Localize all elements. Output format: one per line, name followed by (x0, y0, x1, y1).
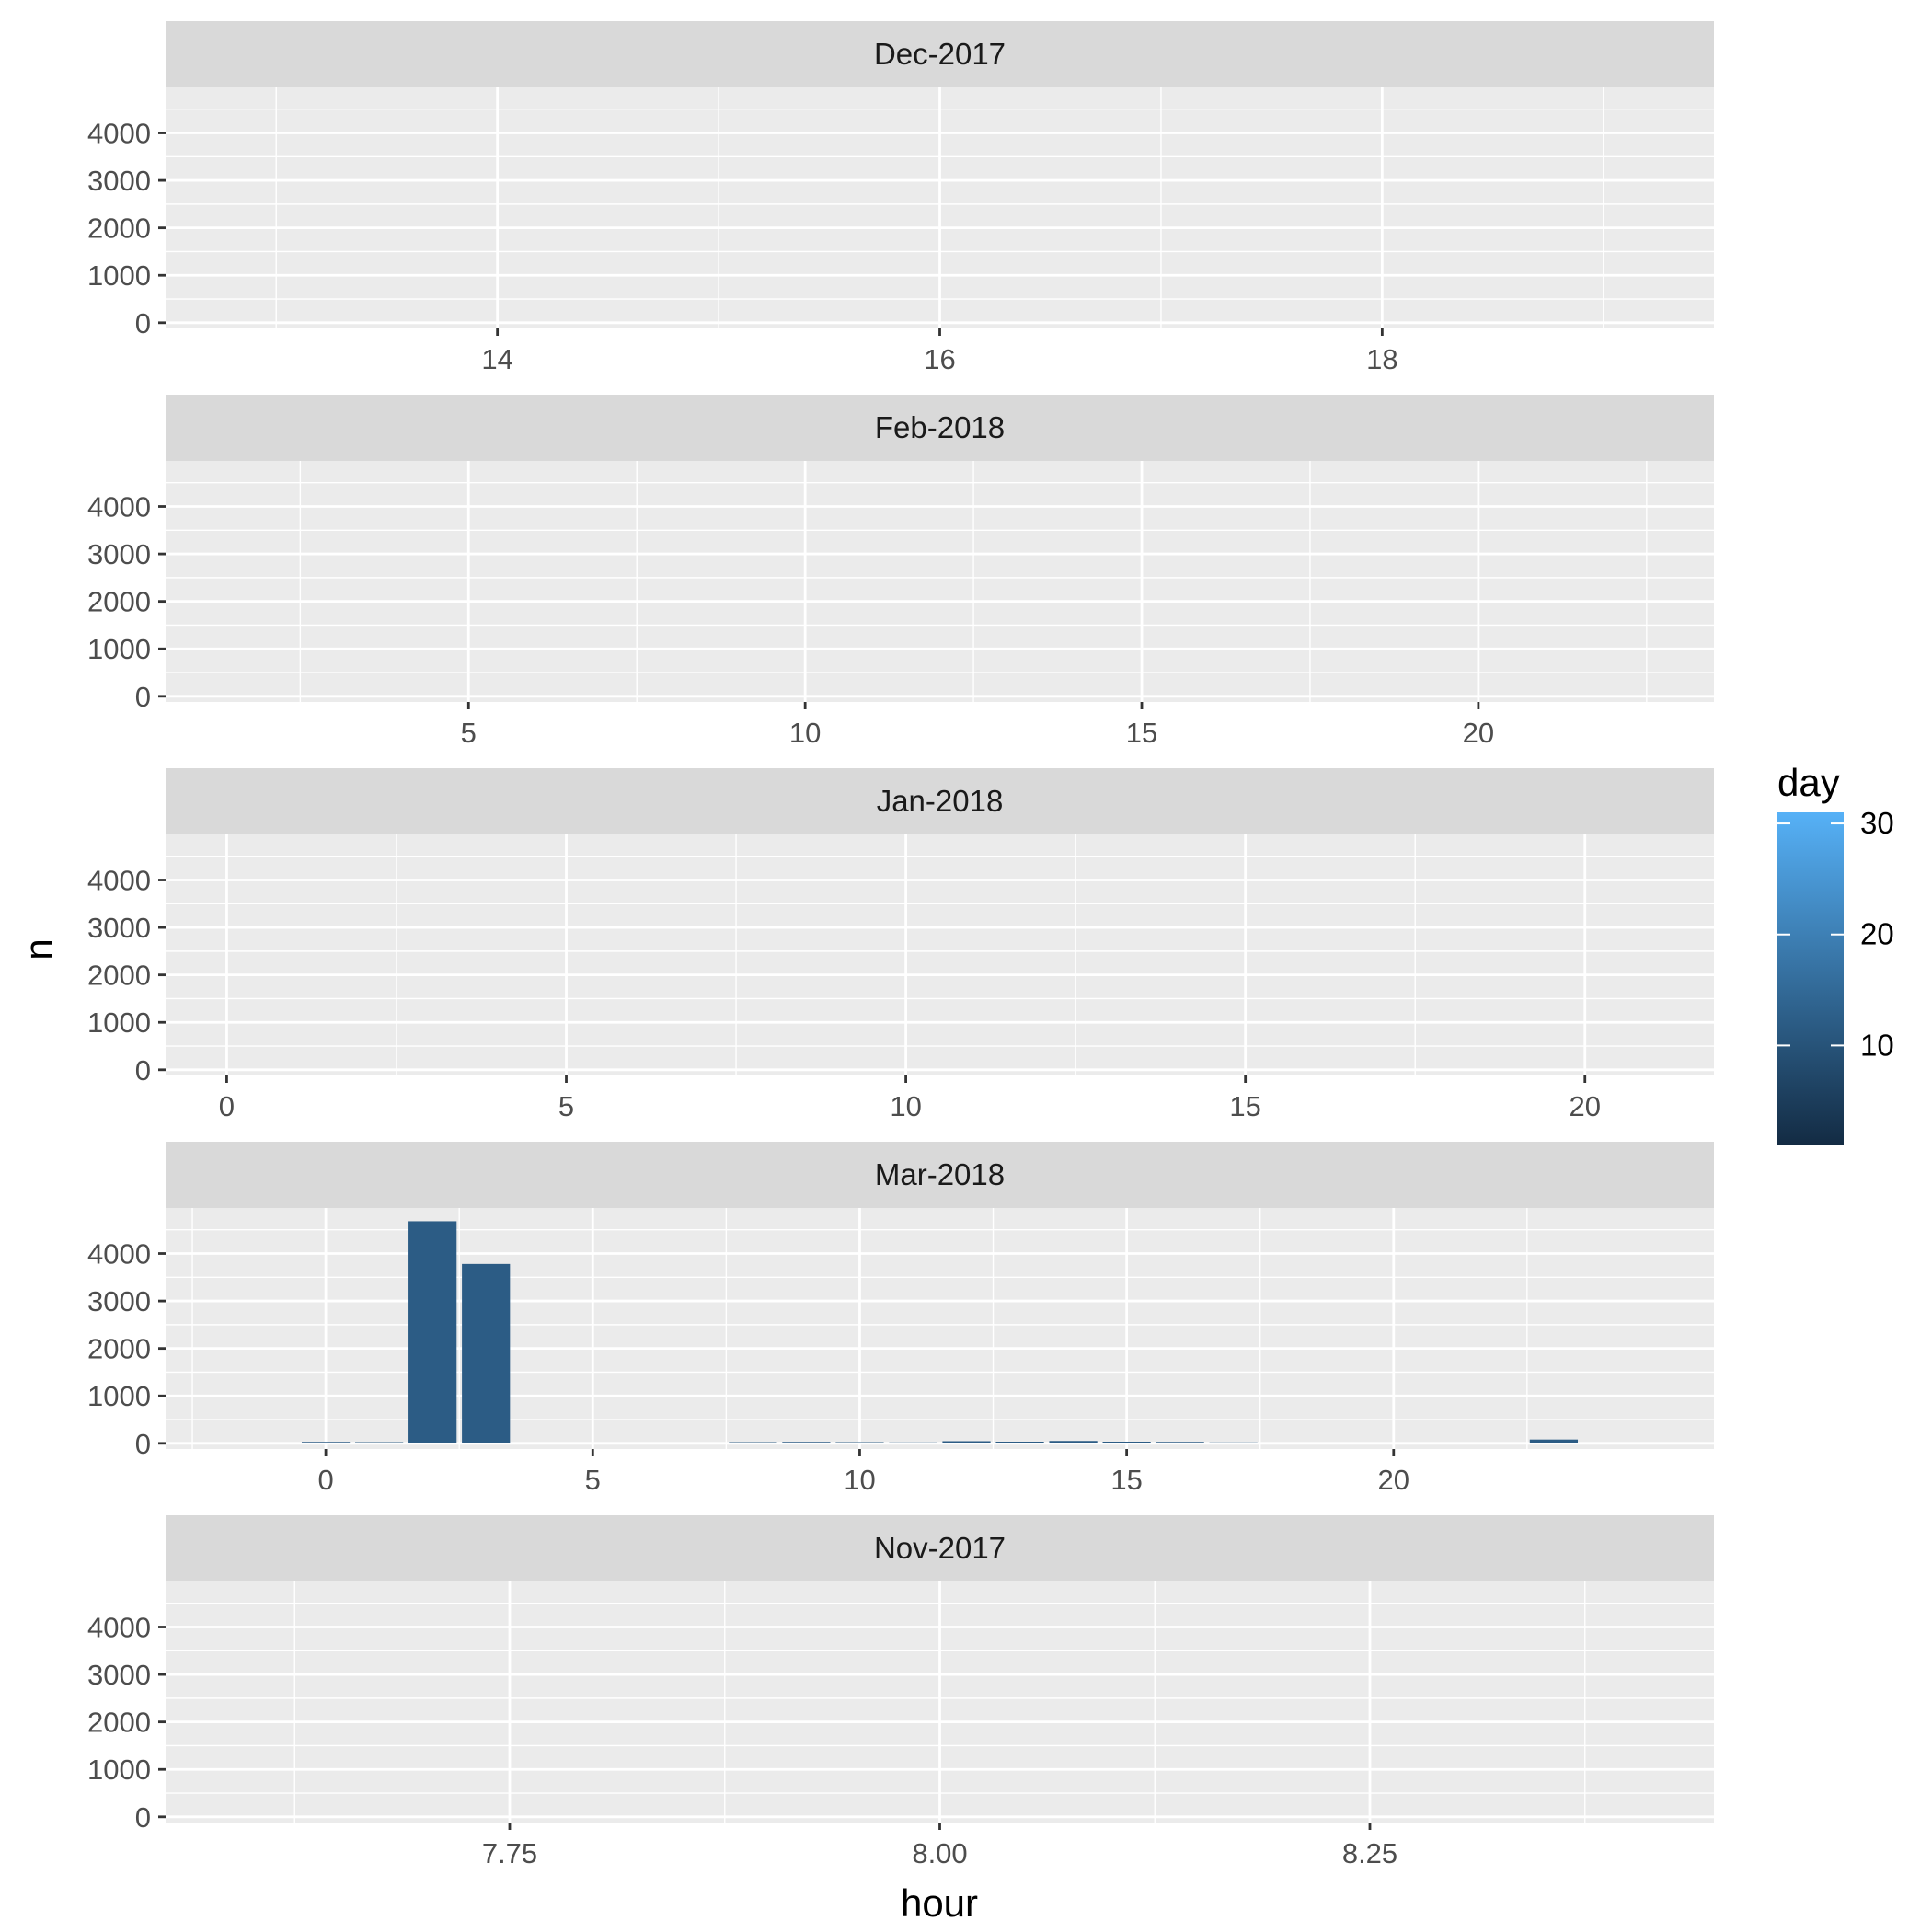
x-axis-title: hour (901, 1881, 978, 1925)
x-tick-label: 15 (1229, 1090, 1260, 1122)
panel-background (166, 461, 1714, 702)
colorbar-tick-label: 10 (1860, 1028, 1894, 1062)
y-tick-label: 4000 (87, 1238, 151, 1271)
bar (942, 1441, 991, 1443)
x-tick-label: 20 (1570, 1090, 1601, 1122)
x-tick-label: 18 (1366, 343, 1397, 375)
facet-strip (166, 21, 1714, 87)
y-tick-label: 2000 (87, 960, 151, 992)
x-tick-label: 10 (789, 717, 821, 749)
y-tick-label: 2000 (87, 213, 151, 245)
y-tick-label: 4000 (87, 865, 151, 897)
y-tick-label: 4000 (87, 491, 151, 523)
y-tick-label: 4000 (87, 118, 151, 150)
x-tick-label: 10 (844, 1464, 875, 1496)
x-tick-label: 15 (1110, 1464, 1142, 1496)
facet-panel-nov-2017: Nov-2017 0 1000 2000 3000 4000 7.75 8.00 8.25 (87, 1515, 1714, 1869)
x-tick-label: 8.00 (912, 1837, 967, 1869)
y-tick-label: 3000 (87, 1659, 151, 1691)
colorbar-tick-label: 30 (1860, 806, 1894, 840)
facet-strip (166, 395, 1714, 461)
x-tick-label: 10 (890, 1090, 921, 1122)
facet-strip-label: Jan-2018 (877, 784, 1004, 818)
facet-panel-jan-2018: Jan-2018 0 1000 2000 3000 4000 0 5 10 15 20 (87, 768, 1714, 1122)
bar (995, 1442, 1044, 1443)
panel-background (166, 834, 1714, 1075)
y-tick-label: 2000 (87, 1333, 151, 1365)
y-tick-label: 1000 (87, 633, 151, 665)
bar (1529, 1439, 1579, 1443)
panel-background (166, 1208, 1714, 1449)
y-tick-label: 1000 (87, 1754, 151, 1786)
x-tick-label: 20 (1378, 1464, 1409, 1496)
colorbar-tick-label: 20 (1860, 917, 1894, 951)
y-tick-label: 0 (135, 1054, 151, 1087)
bar (408, 1221, 457, 1443)
bar (782, 1442, 831, 1443)
y-axis-title: n (17, 938, 60, 960)
y-tick-label: 1000 (87, 1006, 151, 1039)
x-tick-label: 8.25 (1342, 1837, 1397, 1869)
facet-strip-label: Mar-2018 (875, 1157, 1005, 1191)
x-tick-label: 20 (1463, 717, 1494, 749)
y-tick-label: 3000 (87, 538, 151, 570)
x-tick-label: 16 (924, 343, 955, 375)
facet-strip-label: Dec-2017 (874, 37, 1006, 71)
bar (462, 1263, 511, 1443)
y-tick-label: 0 (135, 1801, 151, 1834)
y-tick-label: 0 (135, 1428, 151, 1460)
x-tick-label: 0 (219, 1090, 235, 1122)
y-tick-label: 1000 (87, 1380, 151, 1412)
x-tick-label: 5 (558, 1090, 574, 1122)
facet-strip (166, 1515, 1714, 1581)
y-tick-label: 0 (135, 681, 151, 713)
legend-title: day (1777, 761, 1840, 804)
y-tick-label: 4000 (87, 1612, 151, 1644)
y-tick-label: 1000 (87, 259, 151, 292)
facet-strip (166, 1142, 1714, 1208)
x-tick-label: 14 (481, 343, 512, 375)
y-tick-label: 2000 (87, 1707, 151, 1739)
x-tick-label: 5 (585, 1464, 601, 1496)
y-tick-label: 0 (135, 307, 151, 339)
y-tick-label: 2000 (87, 586, 151, 618)
y-tick-label: 3000 (87, 1285, 151, 1317)
day-colorbar-legend: day 10 20 30 (1777, 761, 1894, 1145)
colorbar (1777, 812, 1844, 1145)
y-tick-label: 3000 (87, 912, 151, 944)
facet-strip-label: Feb-2018 (875, 410, 1005, 444)
x-tick-label: 0 (317, 1464, 333, 1496)
x-tick-label: 15 (1126, 717, 1157, 749)
facet-strip (166, 768, 1714, 834)
bar (1156, 1442, 1204, 1443)
bar (1049, 1441, 1098, 1443)
x-tick-label: 5 (461, 717, 477, 749)
facet-panel-mar-2018: Mar-2018 0 1000 2000 3000 4000 0 5 10 15 20 (87, 1142, 1714, 1496)
x-tick-label: 7.75 (482, 1837, 537, 1869)
facet-strip-label: Nov-2017 (874, 1531, 1006, 1565)
y-tick-label: 3000 (87, 165, 151, 197)
facet-panel-feb-2018: Feb-2018 0 1000 2000 3000 4000 5 10 15 20 (87, 395, 1714, 749)
bar (1102, 1442, 1151, 1443)
bar (301, 1442, 351, 1443)
facet-panel-dec-2017: Dec-2017 0 1000 2000 3000 4000 14 16 18 (87, 21, 1714, 375)
